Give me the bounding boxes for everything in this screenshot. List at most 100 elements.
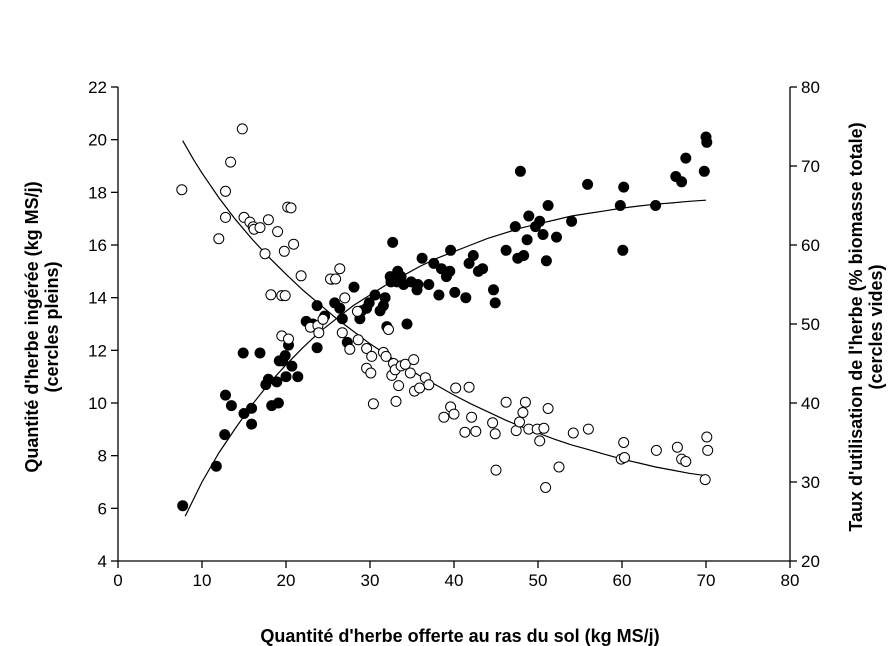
open-circle-point [365, 367, 377, 379]
open-circle-point [220, 211, 231, 223]
open-circle-point [519, 396, 531, 408]
open-circle-point [265, 289, 277, 301]
filled-circle-point [423, 279, 435, 290]
filled-circle-point [237, 347, 249, 359]
y-right-tick-label: 40 [801, 394, 820, 413]
open-circle-point [259, 248, 271, 260]
y-right-tick-label: 30 [801, 473, 820, 492]
filled-circle-point [210, 460, 222, 472]
open-circle-point [285, 202, 297, 214]
filled-circle-point [220, 389, 231, 401]
y-right-axis-title-line-1: Taux d'utilisation de l'herbe (% biomass… [846, 122, 866, 531]
filled-circle-point [416, 252, 428, 264]
filled-circle-point [369, 289, 381, 301]
open-circle-point [213, 233, 225, 245]
filled-circle-point [676, 176, 688, 188]
y-right-tick-label: 50 [801, 315, 820, 334]
open-circle-point [470, 425, 482, 437]
x-tick-label: 40 [445, 571, 464, 590]
filled-circle-point [488, 284, 499, 296]
open-circle-point [176, 184, 188, 196]
filled-circle-point [551, 231, 562, 243]
y-left-axis-title-line-1: Quantité d'herbe ingérée (kg MS/j) [22, 181, 42, 472]
x-tick-label: 60 [613, 571, 632, 590]
filled-circle-point [286, 360, 298, 372]
open-circle-point [295, 270, 307, 282]
y-left-tick-label: 20 [88, 131, 107, 150]
filled-circle-point [445, 244, 457, 256]
open-circle-point [262, 214, 274, 226]
filled-circle-point [292, 371, 304, 383]
open-circle-point [414, 382, 426, 394]
open-circle-point [680, 456, 692, 467]
filled-circle-point [477, 263, 489, 275]
filled-circle-point [272, 397, 284, 409]
filled-circle-point [311, 342, 323, 354]
y-left-axis-title-line-2: (cercles pleins) [42, 261, 62, 392]
open-circle-point [567, 427, 579, 439]
open-circle-point [399, 358, 411, 370]
open-circle-point [339, 292, 351, 304]
filled-circle-point [467, 250, 479, 261]
filled-circle-point [401, 318, 413, 330]
x-tick-label: 50 [529, 571, 548, 590]
filled-circle-point [444, 265, 456, 277]
filled-circle-point [246, 402, 258, 414]
open-circle-point [702, 444, 714, 456]
y-left-axis-title: Quantité d'herbe ingérée (kg MS/j) (cerc… [22, 181, 62, 472]
filled-circle-point [509, 221, 521, 233]
open-circle-point [272, 226, 284, 238]
filled-circle-point [680, 152, 692, 164]
filled-circle-point [523, 210, 535, 222]
filled-circle-point [254, 347, 266, 359]
filled-circle-point [379, 292, 391, 304]
fit-curve-intake [184, 199, 707, 517]
filled-circle-point [279, 350, 291, 362]
y-left-tick-label: 16 [88, 236, 107, 255]
filled-circle-point [542, 200, 554, 211]
open-circle-point [490, 464, 502, 476]
open-circle-point [351, 305, 363, 317]
filled-circle-point [433, 289, 445, 301]
open-circle-point [463, 381, 475, 393]
open-circle-point [220, 185, 231, 197]
open-circle-point [278, 245, 290, 257]
filled-circle-point [534, 215, 546, 227]
open-circle-point [619, 452, 630, 463]
open-circle-point [450, 382, 462, 394]
open-circle-point [330, 273, 342, 285]
filled-circle-point [566, 215, 578, 227]
filled-circle-point [271, 376, 283, 388]
open-circle-point [701, 431, 713, 443]
y-left-tick-label: 6 [98, 499, 107, 518]
open-circle-point [390, 395, 402, 407]
filled-circle-point [698, 165, 710, 177]
y-left-tick-label: 22 [88, 78, 107, 97]
y-right-axis-title-line-2: (cercles vides) [866, 264, 886, 389]
open-circle-point [254, 222, 266, 234]
open-circle-point [582, 423, 594, 435]
open-circle-point [671, 441, 683, 453]
x-tick-label: 80 [781, 571, 800, 590]
y-left-tick-label: 14 [88, 289, 107, 308]
filled-circle-point [489, 297, 501, 309]
open-circle-point [408, 354, 420, 366]
open-circle-point [438, 411, 450, 423]
x-tick-label: 20 [277, 571, 296, 590]
open-circle-point [334, 263, 346, 275]
x-tick-label: 70 [697, 571, 716, 590]
open-circle-point [517, 407, 529, 418]
open-circle-point [466, 411, 478, 423]
y-left-tick-label: 12 [88, 341, 107, 360]
filled-circle-point [280, 371, 292, 383]
filled-circle-point [449, 286, 461, 298]
filled-circle-point [225, 400, 237, 412]
y-right-axis-title: Taux d'utilisation de l'herbe (% biomass… [846, 122, 886, 531]
filled-circle-point [518, 250, 530, 261]
open-circle-point [404, 367, 416, 379]
plot-area: 0 10 20 30 40 50 60 70 80 4 6 8 10 12 14 16 18 20 22 20 30 40… [88, 78, 820, 590]
open-circle-point [380, 350, 392, 362]
open-circle-point [500, 396, 512, 408]
open-circle-point [534, 435, 546, 447]
open-circle-point [489, 428, 501, 440]
